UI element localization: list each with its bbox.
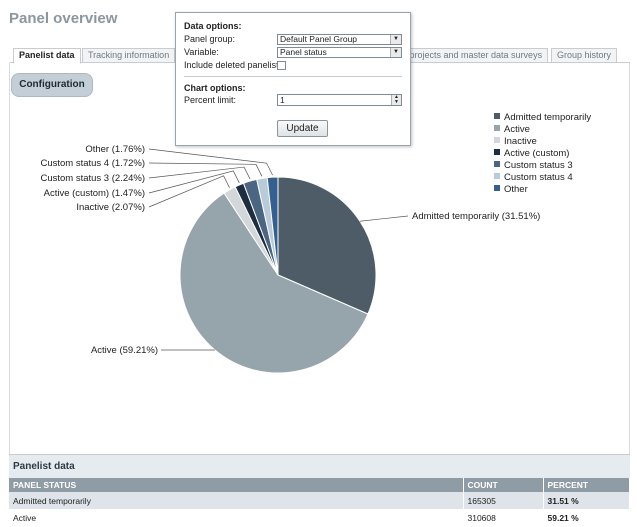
panelist-data-title: Panelist data <box>9 454 630 478</box>
page-title: Panel overview <box>9 10 118 27</box>
legend-swatch <box>494 125 500 132</box>
legend-label: Active <box>504 124 530 135</box>
percent-limit-spinner[interactable]: 1 ▲ ▼ <box>277 94 402 106</box>
legend-item[interactable]: Admitted temporarily <box>494 112 591 124</box>
percent-cell: 59.21 % <box>543 509 630 526</box>
legend-item[interactable]: Custom status 4 <box>494 172 591 184</box>
pie-chart: Admitted temporarily (31.51%) Active (59.… <box>40 144 540 374</box>
slice-label: Admitted temporarily (31.51%) <box>412 211 540 222</box>
leader-line <box>359 215 409 222</box>
legend-item[interactable]: Active (custom) <box>494 148 591 160</box>
panel-group-select[interactable]: Default Panel Group ▼ <box>277 34 402 45</box>
leader-line <box>148 170 240 194</box>
pie-slice[interactable] <box>179 192 369 374</box>
configuration-button[interactable]: Configuration <box>11 73 93 97</box>
leader-line <box>148 148 273 176</box>
slice-label: Custom status 3 (2.24%) <box>40 173 145 184</box>
column-header-count[interactable]: COUNT <box>463 478 544 492</box>
legend-item[interactable]: Active <box>494 124 591 136</box>
legend-swatch <box>494 149 500 156</box>
pie-slice[interactable] <box>266 176 279 276</box>
tab-bar: Panelist data Tracking information el pr… <box>10 48 630 64</box>
panel-group-value: Default Panel Group <box>280 34 358 44</box>
status-cell: Active <box>9 509 464 526</box>
legend-label: Inactive <box>504 136 537 147</box>
legend-label: Admitted temporarily <box>504 112 592 123</box>
panelist-data-panel: Panelist data PANEL STATUS COUNT PERCENT… <box>9 454 630 527</box>
data-options-title: Data options: <box>184 21 242 31</box>
leader-line <box>148 166 251 180</box>
tab-panelist-data[interactable]: Panelist data <box>13 48 81 64</box>
chevron-down-icon: ▼ <box>390 35 401 44</box>
tab-group-history[interactable]: Group history <box>551 48 618 63</box>
chart-options-title: Chart options: <box>184 83 246 93</box>
legend-swatch <box>494 113 500 120</box>
status-cell: Admitted temporarily <box>9 492 464 509</box>
slice-label: Active (custom) (1.47%) <box>44 188 145 199</box>
panel-group-label: Panel group: <box>184 34 236 44</box>
legend-label: Other <box>504 184 528 195</box>
slice-label: Custom status 4 (1.72%) <box>40 158 145 169</box>
chevron-down-icon: ▼ <box>390 48 401 57</box>
count-cell: 310608 <box>463 509 544 526</box>
slice-label: Inactive (2.07%) <box>76 202 145 213</box>
leader-line <box>148 175 230 208</box>
panelist-data-table: PANEL STATUS COUNT PERCENT Admitted temp… <box>9 478 630 526</box>
leader-line <box>148 162 263 177</box>
legend-swatch <box>494 185 500 192</box>
legend-label: Active (custom) <box>504 148 570 159</box>
slice-label: Other (1.76%) <box>85 144 145 155</box>
variable-label: Variable: <box>184 47 219 57</box>
count-cell: 165305 <box>463 492 544 509</box>
chart-legend: Admitted temporarily Active Inactive Active… <box>494 112 591 196</box>
percent-limit-label: Percent limit: <box>184 95 237 105</box>
legend-item[interactable]: Inactive <box>494 136 591 148</box>
legend-swatch <box>494 173 500 180</box>
content-area <box>9 63 630 527</box>
legend-item[interactable]: Other <box>494 184 591 196</box>
variable-value: Panel status <box>280 47 327 57</box>
legend-item[interactable]: Custom status 3 <box>494 160 591 172</box>
options-divider <box>184 76 402 77</box>
tab-panel-projects[interactable]: el projects and master data surveys <box>394 48 549 63</box>
legend-label: Custom status 3 <box>504 160 573 171</box>
table-row[interactable]: Active 310608 59.21 % <box>9 509 630 526</box>
spinner-arrows-icon[interactable]: ▲ ▼ <box>391 95 401 105</box>
variable-select[interactable]: Panel status ▼ <box>277 47 402 58</box>
include-deleted-checkbox[interactable] <box>277 61 286 70</box>
include-deleted-label: Include deleted panelists: <box>184 60 286 70</box>
tab-tracking-information[interactable]: Tracking information <box>82 48 176 63</box>
column-header-percent[interactable]: PERCENT <box>543 478 630 492</box>
slice-label: Active (59.21%) <box>91 345 158 356</box>
percent-cell: 31.51 % <box>543 492 630 509</box>
legend-label: Custom status 4 <box>504 172 573 183</box>
update-button[interactable]: Update <box>277 120 328 137</box>
options-popup: Data options: Panel group: Default Panel… <box>175 12 411 146</box>
legend-swatch <box>494 161 500 168</box>
table-row[interactable]: Admitted temporarily 165305 31.51 % <box>9 492 630 509</box>
legend-swatch <box>494 137 500 144</box>
column-header-status[interactable]: PANEL STATUS <box>9 478 464 492</box>
percent-limit-value: 1 <box>280 95 285 105</box>
